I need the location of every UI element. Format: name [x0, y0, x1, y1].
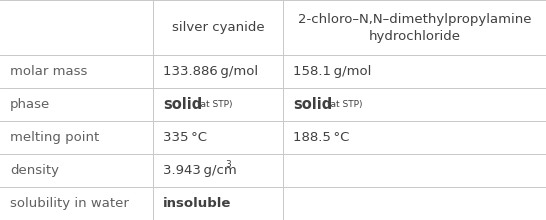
Text: solid: solid [293, 97, 333, 112]
Text: melting point: melting point [10, 131, 99, 144]
Text: 3: 3 [225, 160, 231, 169]
Text: density: density [10, 164, 59, 177]
Text: insoluble: insoluble [163, 197, 232, 210]
Text: solid: solid [163, 97, 202, 112]
Text: phase: phase [10, 98, 50, 111]
Text: 335 °C: 335 °C [163, 131, 207, 144]
Text: 3.943 g/cm: 3.943 g/cm [163, 164, 237, 177]
Text: silver cyanide: silver cyanide [171, 21, 264, 34]
Text: solubility in water: solubility in water [10, 197, 129, 210]
Text: 188.5 °C: 188.5 °C [293, 131, 349, 144]
Text: 158.1 g/mol: 158.1 g/mol [293, 65, 371, 78]
Text: (at STP): (at STP) [197, 100, 233, 109]
Text: molar mass: molar mass [10, 65, 87, 78]
Text: (at STP): (at STP) [327, 100, 363, 109]
Text: 2-chloro–N,N–dimethylpropylamine
hydrochloride: 2-chloro–N,N–dimethylpropylamine hydroch… [298, 13, 531, 42]
Text: 133.886 g/mol: 133.886 g/mol [163, 65, 258, 78]
